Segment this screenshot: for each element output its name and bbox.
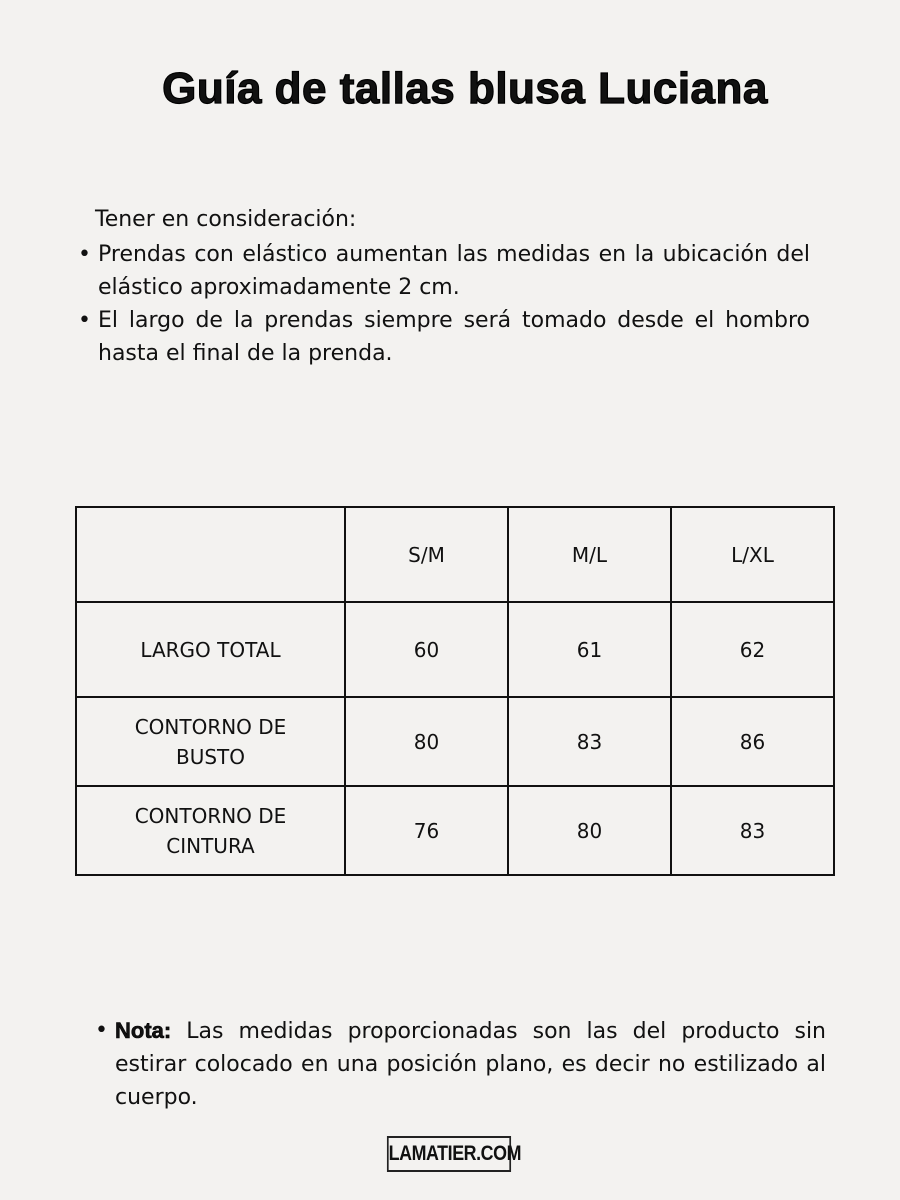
table-row: CONTORNO DE CINTURA 76 80 83 bbox=[75, 785, 835, 876]
size-table: S/M M/L L/XL LARGO TOTAL 60 61 62 CONTOR… bbox=[75, 506, 835, 876]
row-label: CONTORNO DE CINTURA bbox=[75, 785, 346, 876]
cell: 83 bbox=[670, 785, 835, 876]
header-cell: M/L bbox=[507, 506, 672, 603]
header-cell: L/XL bbox=[670, 506, 835, 603]
page-title: Guía de tallas blusa Luciana bbox=[162, 63, 768, 113]
cell: 80 bbox=[507, 785, 672, 876]
row-label: CONTORNO DE BUSTO bbox=[75, 696, 346, 787]
note-item: Nota: Las medidas proporcionadas son las… bbox=[95, 1014, 826, 1114]
cell: 62 bbox=[670, 601, 835, 698]
note-text: Las medidas proporcionadas son las del p… bbox=[115, 1019, 826, 1110]
list-item: El largo de la prendas siempre será toma… bbox=[78, 304, 810, 370]
cell: 60 bbox=[344, 601, 509, 698]
list-item: Prendas con elástico aumentan las medida… bbox=[78, 238, 810, 304]
note-label: Nota: bbox=[115, 1018, 172, 1044]
considerations-list: Prendas con elástico aumentan las medida… bbox=[78, 238, 810, 370]
cell: 83 bbox=[507, 696, 672, 787]
cell: 86 bbox=[670, 696, 835, 787]
row-label: LARGO TOTAL bbox=[75, 601, 346, 698]
table-row: LARGO TOTAL 60 61 62 bbox=[75, 601, 835, 698]
cell: 76 bbox=[344, 785, 509, 876]
header-cell: S/M bbox=[344, 506, 509, 603]
cell: 61 bbox=[507, 601, 672, 698]
brand-logo: LAMATIER.COM bbox=[386, 1136, 521, 1172]
cell: 80 bbox=[344, 696, 509, 787]
table-row: CONTORNO DE BUSTO 80 83 86 bbox=[75, 696, 835, 787]
note-list: Nota: Las medidas proporcionadas son las… bbox=[95, 1014, 826, 1114]
table-header-row: S/M M/L L/XL bbox=[75, 506, 835, 603]
header-cell bbox=[75, 506, 346, 603]
intro-text: Tener en consideración: bbox=[95, 207, 357, 232]
